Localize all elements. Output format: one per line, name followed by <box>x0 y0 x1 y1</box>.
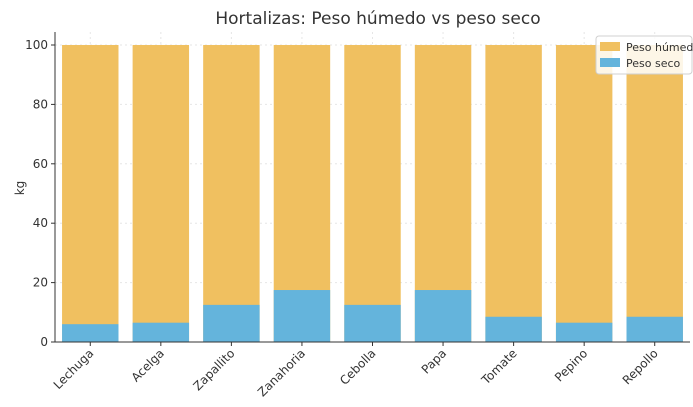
bar-peso-humedo <box>132 45 190 342</box>
x-tick-label: Cebolla <box>337 346 379 388</box>
x-tick-label: Lechuga <box>51 346 97 392</box>
y-tick-label: 40 <box>33 216 48 230</box>
y-tick-label: 80 <box>33 97 48 111</box>
y-axis-label: kg <box>13 181 27 196</box>
legend-swatch <box>600 58 620 67</box>
bar-peso-humedo <box>203 45 260 342</box>
bar-peso-seco <box>273 290 331 342</box>
bar-peso-seco <box>555 322 613 342</box>
y-tick-label: 20 <box>33 276 48 290</box>
legend: Peso húmedo Peso seco <box>595 35 693 75</box>
bar-peso-seco <box>62 324 119 342</box>
x-tick-label: Zapallito <box>190 346 237 393</box>
x-tick-label: Zanahoria <box>255 346 308 399</box>
bars-layer <box>62 45 683 342</box>
bar-peso-humedo <box>62 45 119 342</box>
bar-peso-humedo <box>344 45 401 342</box>
x-tick-label: Pepino <box>552 346 590 384</box>
x-tick-label: Papa <box>419 346 449 376</box>
legend-label: Peso húmedo <box>626 41 693 54</box>
x-tick-label: Tomate <box>478 346 520 388</box>
legend-swatch <box>600 42 620 51</box>
legend-label: Peso seco <box>626 57 681 70</box>
y-tick-label: 0 <box>40 335 48 349</box>
bar-peso-seco <box>203 304 260 342</box>
chart-title: Hortalizas: Peso húmedo vs peso seco <box>215 9 540 29</box>
bar-peso-seco <box>414 290 472 342</box>
bar-peso-humedo <box>555 45 613 342</box>
bar-peso-humedo <box>485 45 542 342</box>
x-tick-label: Repollo <box>620 346 661 387</box>
bar-peso-seco <box>485 316 542 342</box>
y-tick-label: 60 <box>33 157 48 171</box>
bar-peso-seco <box>626 316 683 342</box>
x-tick-label: Acelga <box>129 346 167 384</box>
bar-peso-seco <box>344 304 401 342</box>
bar-peso-humedo <box>626 45 683 342</box>
y-tick-label: 100 <box>25 38 48 52</box>
bar-peso-seco <box>132 322 190 342</box>
